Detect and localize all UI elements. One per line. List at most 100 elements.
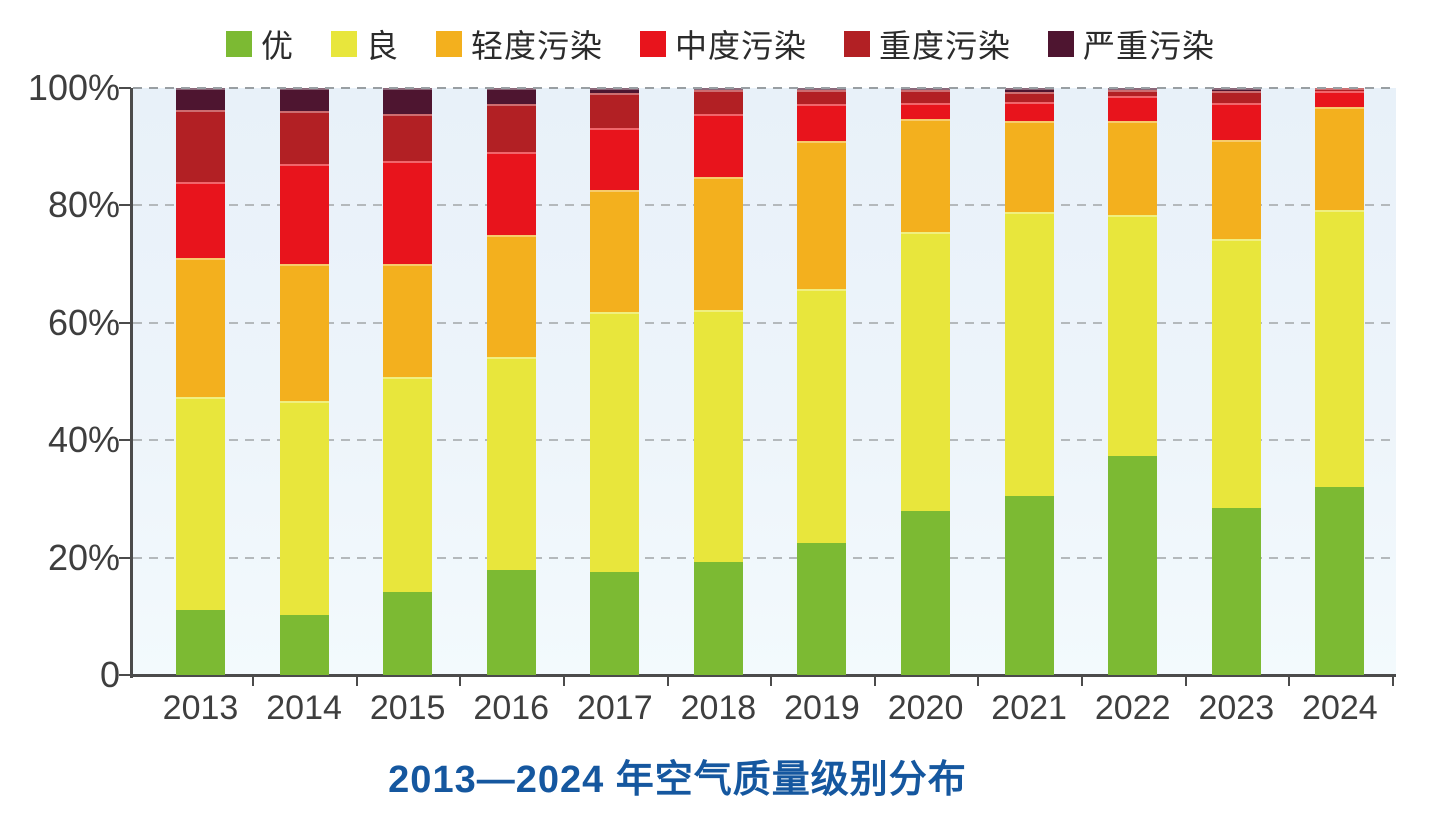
bar-segment-2019-series-5	[797, 88, 847, 91]
legend-item-2: 轻度污染	[435, 21, 603, 67]
bar-segment-2019-series-3	[797, 104, 847, 141]
x-axis-tick	[1184, 677, 1187, 686]
bar-segment-2021-series-5	[1004, 88, 1054, 92]
y-axis-label-100: 100%	[27, 67, 120, 108]
x-axis-label-2016: 2016	[473, 689, 550, 727]
bar-segment-2021-series-4	[1004, 91, 1054, 102]
bar-segment-2017-series-5	[590, 88, 640, 93]
gridline-100	[133, 87, 1396, 89]
bar-segment-2013-series-2	[176, 258, 225, 398]
bar-segment-2022-series-3	[1108, 96, 1158, 121]
bar-segment-2019-series-2	[797, 140, 847, 289]
bar-segment-2022-series-5	[1108, 88, 1158, 91]
bar-segment-2014-series-3	[279, 164, 329, 265]
bar-segment-2015-series-1	[383, 376, 433, 593]
bar-segment-2018-series-0	[693, 562, 743, 675]
legend-label: 重度污染	[879, 28, 1012, 64]
x-axis-tick	[770, 677, 773, 686]
x-axis-tick	[666, 677, 669, 686]
bar-segment-2015-series-0	[383, 592, 433, 675]
bar-segment-2014-series-1	[279, 401, 329, 616]
bar-segment-2022-series-0	[1108, 456, 1158, 675]
bar-segment-2017-series-4	[590, 92, 640, 128]
bar-segment-2021-series-0	[1004, 495, 1054, 675]
gridline-80	[133, 204, 1396, 207]
legend-label: 严重污染	[1083, 28, 1216, 64]
x-axis-label-2024: 2024	[1302, 689, 1378, 727]
bar-segment-2016-series-1	[486, 357, 536, 570]
bar-segment-2014-series-4	[279, 111, 329, 165]
x-axis-tick	[1391, 677, 1394, 686]
bar-segment-2023-series-1	[1211, 238, 1261, 508]
bar-2017	[590, 88, 640, 675]
bar-segment-2016-series-3	[486, 152, 536, 236]
bar-segment-2015-series-3	[383, 161, 433, 265]
x-axis-label-2019: 2019	[784, 689, 860, 727]
bar-2015	[383, 88, 433, 675]
bar-segment-2021-series-2	[1004, 120, 1054, 212]
y-axis-label-60: 60%	[47, 301, 120, 343]
x-axis-label-2015: 2015	[369, 689, 446, 727]
bar-segment-2020-series-2	[901, 119, 951, 233]
bar-segment-2024-series-3	[1315, 90, 1365, 108]
x-axis-tick	[1080, 677, 1083, 686]
bar-segment-2024-series-4	[1315, 88, 1365, 91]
legend-swatch-icon	[640, 31, 666, 57]
bar-segment-2022-series-2	[1108, 120, 1158, 215]
bar-segment-2017-series-2	[590, 189, 640, 312]
x-axis-tick	[355, 677, 358, 686]
x-axis-tick	[459, 677, 462, 686]
y-axis-tick	[119, 556, 131, 559]
x-axis-label-2014: 2014	[266, 689, 342, 727]
legend-swatch-icon	[844, 31, 871, 57]
bar-segment-2020-series-4	[901, 89, 951, 104]
y-axis-line	[130, 88, 133, 678]
legend-item-5: 严重污染	[1048, 21, 1215, 67]
y-axis-tick	[119, 87, 131, 89]
bar-segment-2013-series-1	[176, 397, 225, 611]
bar-segment-2023-series-0	[1211, 507, 1261, 675]
bar-segment-2015-series-5	[383, 88, 433, 114]
bar-segment-2016-series-5	[486, 88, 536, 104]
y-axis-tick	[119, 204, 131, 207]
bar-segment-2024-series-0	[1315, 487, 1365, 675]
bar-segment-2022-series-4	[1108, 90, 1158, 97]
x-axis-tick	[1288, 677, 1291, 686]
bar-segment-2018-series-4	[693, 89, 743, 114]
bar-segment-2015-series-4	[383, 113, 433, 162]
bar-2024	[1315, 88, 1365, 675]
bar-segment-2013-series-3	[176, 181, 225, 259]
bar-2014	[279, 88, 329, 675]
bar-2023	[1211, 88, 1261, 675]
legend-label: 良	[365, 28, 399, 64]
bar-segment-2018-series-2	[693, 176, 743, 310]
bar-segment-2019-series-4	[797, 90, 847, 105]
bar-2020	[901, 88, 951, 675]
bar-segment-2013-series-5	[176, 88, 225, 111]
legend-item-4: 重度污染	[844, 21, 1011, 67]
legend-swatch-icon	[330, 31, 357, 57]
bar-segment-2013-series-4	[176, 110, 225, 182]
legend-label: 轻度污染	[470, 28, 603, 64]
y-axis-label-40: 40%	[47, 419, 120, 461]
legend-item-0: 优	[225, 21, 294, 67]
legend-swatch-icon	[435, 31, 462, 57]
bar-2016	[486, 88, 536, 675]
bar-segment-2015-series-2	[383, 264, 433, 377]
legend-item-3: 中度污染	[640, 21, 807, 67]
x-axis-label-2023: 2023	[1198, 689, 1275, 727]
bar-segment-2024-series-2	[1315, 107, 1365, 211]
bar-segment-2023-series-5	[1211, 88, 1261, 91]
legend-label: 中度污染	[675, 28, 808, 64]
bar-segment-2016-series-0	[486, 569, 536, 675]
x-axis-tick	[252, 677, 255, 686]
x-axis-line	[130, 674, 1396, 677]
legend-swatch-icon	[1048, 31, 1075, 57]
bar-segment-2018-series-1	[693, 309, 743, 563]
bar-segment-2020-series-3	[901, 103, 951, 120]
y-axis-label-20: 20%	[47, 536, 120, 578]
x-axis-tick	[563, 677, 566, 686]
x-axis-tick	[873, 677, 876, 686]
bar-segment-2014-series-0	[279, 615, 329, 675]
